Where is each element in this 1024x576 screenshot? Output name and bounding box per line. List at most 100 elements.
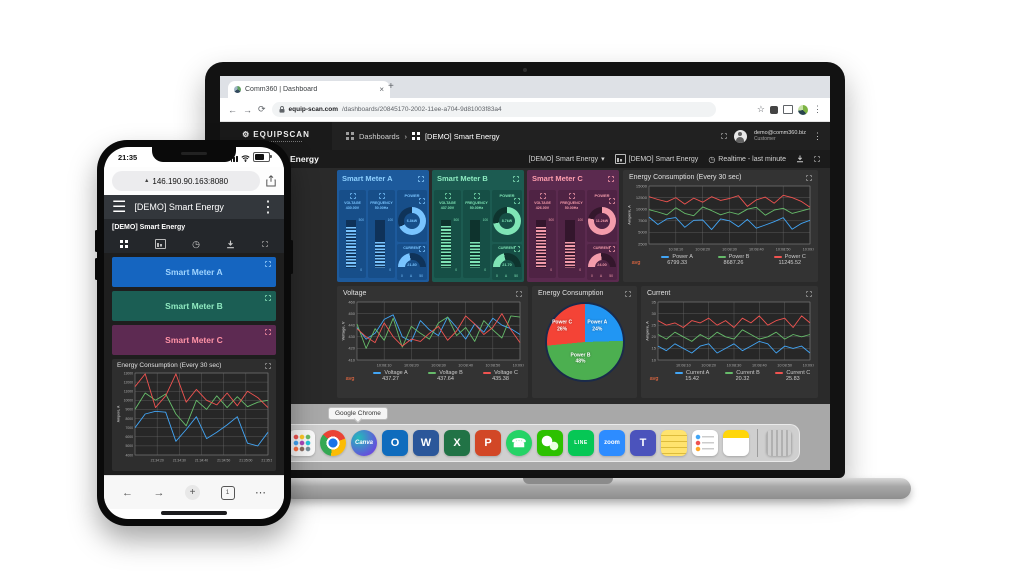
breadcrumb-dashboards[interactable]: Dashboards bbox=[359, 131, 400, 141]
legend-item[interactable]: Voltage C bbox=[473, 370, 528, 376]
bookmark-star-icon[interactable]: ☆ bbox=[756, 104, 765, 114]
reload-icon[interactable]: ⟳ bbox=[258, 104, 266, 114]
svg-text:30: 30 bbox=[652, 311, 657, 316]
nav-forward-icon[interactable]: → bbox=[153, 486, 165, 499]
legend-item[interactable]: Current C bbox=[768, 370, 818, 376]
pie-circle[interactable] bbox=[544, 302, 625, 382]
url-bar[interactable]: equip-scan.com/dashboards/20845170-2002-… bbox=[271, 102, 716, 117]
dock-trash-icon[interactable] bbox=[766, 430, 792, 456]
phone-line-chart[interactable]: Ampere, A 4000 5000 6000 7000 8000 9000 10000 11… bbox=[114, 370, 273, 464]
nav-new-tab-icon[interactable]: + bbox=[185, 485, 200, 500]
dock-word-icon[interactable]: W bbox=[413, 430, 439, 456]
panel-title: Energy Consumption bbox=[538, 290, 604, 297]
forward-icon[interactable]: → bbox=[243, 104, 252, 115]
nav-more-icon[interactable]: ⋯ bbox=[255, 487, 266, 499]
legend-item[interactable]: Power A bbox=[649, 254, 705, 260]
frequency-gauge[interactable]: FREQUENCY 50.00Hz 100 0 bbox=[463, 190, 490, 278]
current-gauge[interactable]: CURRENT 24.00 0 A 50 bbox=[587, 244, 617, 280]
voltage-line-chart[interactable]: Voltage, V 410 420 430 440 450 460 10:08:10 10:0… bbox=[339, 299, 525, 369]
extensions-icon[interactable] bbox=[770, 105, 778, 114]
frequency-gauge[interactable]: FREQUENCY 50.00Hz 100 0 bbox=[558, 190, 585, 278]
svg-text:6000: 6000 bbox=[125, 435, 133, 439]
dock-outlook-icon[interactable]: O bbox=[382, 430, 408, 456]
svg-text:2500: 2500 bbox=[638, 241, 648, 246]
dock-reminders-icon[interactable] bbox=[692, 430, 718, 456]
nav-back-icon[interactable]: ← bbox=[122, 486, 133, 499]
power-gauge[interactable]: POWER 8.7kW bbox=[492, 190, 522, 242]
phone-meter-button[interactable]: Smart Meter A bbox=[112, 257, 276, 287]
fullscreen-icon[interactable] bbox=[721, 133, 727, 139]
current-line-chart[interactable]: Ampere, A 10 15 20 25 30 35 10:08:10 10:08:20 10:… bbox=[643, 299, 815, 369]
clock-icon: ◷ bbox=[708, 154, 716, 164]
svg-text:7500: 7500 bbox=[638, 218, 648, 223]
legend-item[interactable]: Voltage A bbox=[363, 370, 418, 376]
panel-fullscreen-icon[interactable] bbox=[806, 290, 812, 297]
user-menu-icon[interactable]: ⋮ bbox=[813, 130, 822, 141]
download-icon[interactable] bbox=[226, 240, 235, 249]
phone-meter-button[interactable]: Smart Meter C bbox=[112, 325, 276, 355]
legend-item[interactable]: Current B bbox=[717, 370, 767, 376]
back-icon[interactable]: ← bbox=[228, 104, 237, 115]
layouts-icon[interactable] bbox=[120, 240, 128, 248]
browser-menu-icon[interactable]: ⋮ bbox=[813, 104, 822, 114]
dock-whatsapp-icon[interactable]: ☎ bbox=[506, 430, 532, 456]
legend-item[interactable]: Power C bbox=[762, 254, 818, 260]
dock-zoom-icon[interactable]: zoom bbox=[599, 430, 625, 456]
energy-line-chart[interactable]: Ampere, A 2500 5000 7500 10000 12500 15000 10:0… bbox=[625, 183, 815, 253]
phone-url-bar[interactable]: ▲ 146.190.90.163:8080 bbox=[112, 171, 260, 191]
dashboard-fullscreen-icon[interactable] bbox=[814, 156, 820, 162]
dock-stickies-icon[interactable] bbox=[661, 430, 687, 456]
browser-profile-avatar[interactable] bbox=[798, 104, 808, 115]
sidebar-icon[interactable] bbox=[783, 105, 793, 114]
phone-menu-icon[interactable]: ⋮ bbox=[260, 199, 276, 216]
current-gauge[interactable]: CURRENT 21.70 0 A 50 bbox=[492, 244, 522, 280]
power-gauge[interactable]: POWER 6.8kW bbox=[397, 190, 427, 242]
dock-notes-icon[interactable] bbox=[723, 430, 749, 456]
dashboard-select[interactable]: [DEMO] Smart Energy ▾ bbox=[528, 155, 605, 164]
hamburger-menu-icon[interactable]: ☰ bbox=[112, 199, 127, 216]
current-gauge[interactable]: CURRENT 21.80 0 A 50 bbox=[397, 244, 427, 280]
dock-chrome-icon[interactable] bbox=[320, 430, 346, 456]
entity-chart-icon[interactable] bbox=[154, 239, 166, 249]
clock-icon[interactable]: ◷ bbox=[192, 238, 200, 249]
new-tab-button[interactable]: + bbox=[388, 81, 394, 92]
energy-chart-legend: Power A Power B Power C avg 6799.33 8687.26 11… bbox=[623, 254, 818, 266]
export-download-icon[interactable] bbox=[796, 155, 804, 163]
tab-close-icon[interactable]: × bbox=[379, 85, 384, 94]
dock-line-icon[interactable]: LINE bbox=[568, 430, 594, 456]
dock-excel-icon[interactable]: X bbox=[444, 430, 470, 456]
phone-toolbar: ◷ bbox=[104, 235, 284, 253]
dock-powerpoint-icon[interactable]: P bbox=[475, 430, 501, 456]
nav-tabs-button[interactable]: 1 bbox=[220, 485, 235, 500]
meter-header[interactable]: Smart Meter C bbox=[527, 170, 619, 183]
browser-tab[interactable]: Comm360 | Dashboard × bbox=[228, 81, 390, 98]
panel-fullscreen-icon[interactable] bbox=[516, 290, 522, 297]
dock-launchpad-icon[interactable] bbox=[289, 430, 315, 456]
dock-wechat-icon[interactable] bbox=[537, 430, 563, 456]
frequency-gauge[interactable]: FREQUENCY 50.00Hz 100 0 bbox=[368, 190, 395, 278]
entity-selector[interactable]: [DEMO] Smart Energy bbox=[614, 154, 698, 164]
panel-fullscreen-icon[interactable] bbox=[806, 174, 812, 181]
meter-header[interactable]: Smart Meter A bbox=[337, 170, 429, 183]
share-icon[interactable] bbox=[266, 175, 276, 187]
fullscreen-icon[interactable] bbox=[262, 241, 268, 247]
voltage-gauge[interactable]: VOLTAGE 437.00V 500 0 bbox=[434, 190, 461, 278]
power-gauge[interactable]: POWER 11.2kW bbox=[587, 190, 617, 242]
dock-teams-icon[interactable]: T bbox=[630, 430, 656, 456]
panel-fullscreen-icon[interactable] bbox=[265, 362, 271, 369]
dock-canva-icon[interactable]: Canva bbox=[351, 430, 377, 456]
panel-fullscreen-icon[interactable] bbox=[625, 290, 631, 297]
energy-pie-chart[interactable]: Power A 24% Power B 48% Power C 26% bbox=[544, 302, 625, 382]
voltage-gauge[interactable]: VOLTAGE 430.00V 500 0 bbox=[339, 190, 366, 278]
timewindow-button[interactable]: ◷ Realtime - last minute bbox=[708, 154, 786, 164]
voltage-gauge[interactable]: VOLTAGE 426.00V 500 0 bbox=[529, 190, 556, 278]
legend-item[interactable]: Power B bbox=[705, 254, 761, 260]
breadcrumb-current[interactable]: [DEMO] Smart Energy bbox=[424, 131, 500, 141]
user-avatar[interactable] bbox=[733, 129, 747, 143]
legend-item[interactable]: Current A bbox=[667, 370, 717, 376]
legend-item[interactable]: Voltage B bbox=[418, 370, 473, 376]
phone-meter-button[interactable]: Smart Meter B bbox=[112, 291, 276, 321]
meter-header[interactable]: Smart Meter B bbox=[432, 170, 524, 183]
phone-dashboard-title: [DEMO] Smart Energy bbox=[104, 219, 284, 235]
